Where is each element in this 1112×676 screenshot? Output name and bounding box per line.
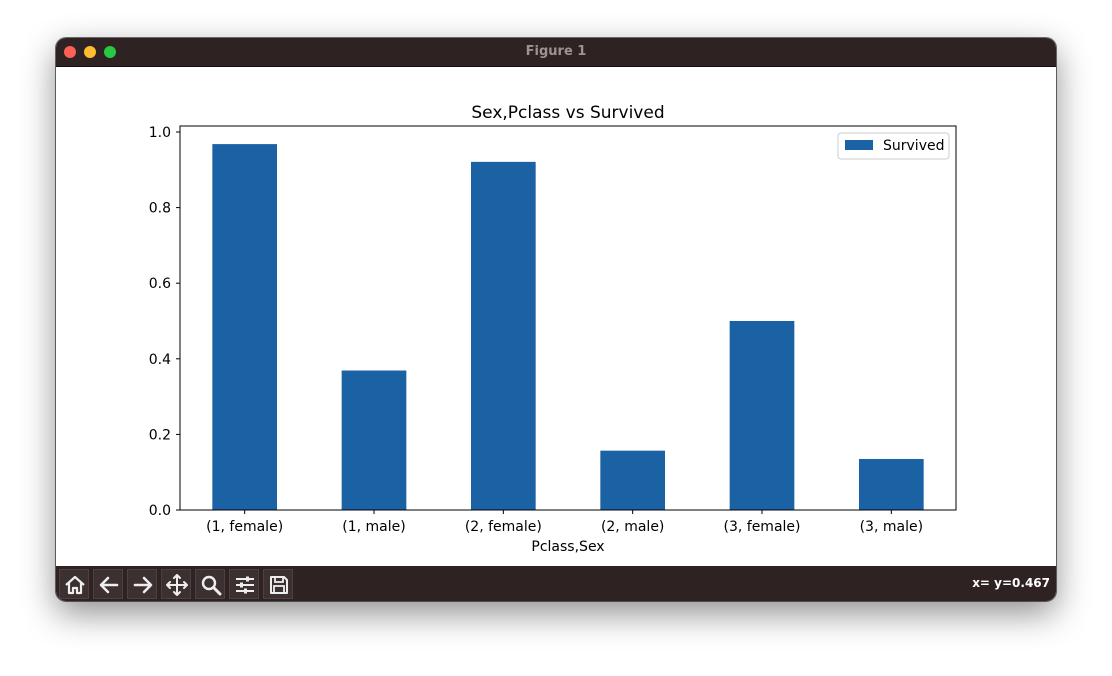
x-tick-label: (1, female) [206, 519, 283, 535]
x-axis-ticks: (1, female) (1, male) (2, female) (2, male)… [206, 510, 923, 535]
x-tick-label: (3, female) [724, 519, 801, 535]
bar-0 [212, 144, 277, 510]
bar-1 [341, 370, 407, 510]
back-button[interactable] [93, 569, 123, 599]
bars-group [212, 144, 924, 510]
y-tick-label: 0.4 [149, 352, 171, 368]
home-icon [65, 575, 85, 595]
x-tick-label: (3, male) [860, 519, 923, 535]
pan-button[interactable] [161, 569, 191, 599]
figure-window: Figure 1 Sex,Pclass vs Survived 0.0 0.2 0.… [56, 38, 1056, 601]
plot-canvas: Sex,Pclass vs Survived 0.0 0.2 0.4 0.6 0.8 1.… [56, 67, 1056, 566]
zoom-window-button[interactable] [104, 46, 116, 58]
y-tick-label: 0.6 [149, 276, 171, 292]
bar-chart: Sex,Pclass vs Survived 0.0 0.2 0.4 0.6 0.8 1.… [149, 103, 957, 555]
chart-title: Sex,Pclass vs Survived [471, 103, 664, 123]
close-button[interactable] [64, 46, 76, 58]
window-title: Figure 1 [525, 44, 587, 59]
save-button[interactable] [263, 569, 293, 599]
title-bar: Figure 1 [56, 38, 1056, 67]
zoom-button[interactable] [195, 569, 225, 599]
x-axis-label: Pclass,Sex [531, 539, 604, 555]
configure-subplots-button[interactable] [229, 569, 259, 599]
x-tick-label: (2, male) [601, 519, 664, 535]
pan-icon [166, 574, 188, 596]
save-icon [270, 576, 288, 594]
bar-4 [729, 321, 795, 510]
zoom-icon [201, 575, 222, 596]
back-arrow-icon [99, 576, 119, 594]
y-tick-label: 1.0 [149, 125, 171, 141]
x-tick-label: (2, female) [465, 519, 542, 535]
legend-box [837, 132, 950, 160]
cursor-coordinates: x= y=0.467 [972, 576, 1050, 590]
minimize-button[interactable] [84, 46, 96, 58]
bar-5 [859, 458, 924, 510]
legend: Survived [837, 132, 950, 160]
y-tick-label: 0.0 [149, 503, 171, 519]
plot-area-frame [179, 125, 957, 511]
bar-2 [471, 161, 536, 510]
legend-swatch [845, 140, 873, 150]
x-tick-label: (1, male) [342, 519, 405, 535]
navigation-toolbar: x= y=0.467 [56, 566, 1056, 601]
y-tick-label: 0.8 [149, 201, 171, 217]
configure-subplots-icon [236, 576, 254, 594]
bar-3 [600, 450, 665, 510]
home-button[interactable] [59, 569, 89, 599]
y-tick-label: 0.2 [149, 427, 171, 443]
forward-arrow-icon [133, 576, 153, 594]
forward-button[interactable] [127, 569, 157, 599]
legend-label: Survived [883, 138, 944, 154]
y-axis-ticks: 0.0 0.2 0.4 0.6 0.8 1.0 [149, 125, 180, 519]
